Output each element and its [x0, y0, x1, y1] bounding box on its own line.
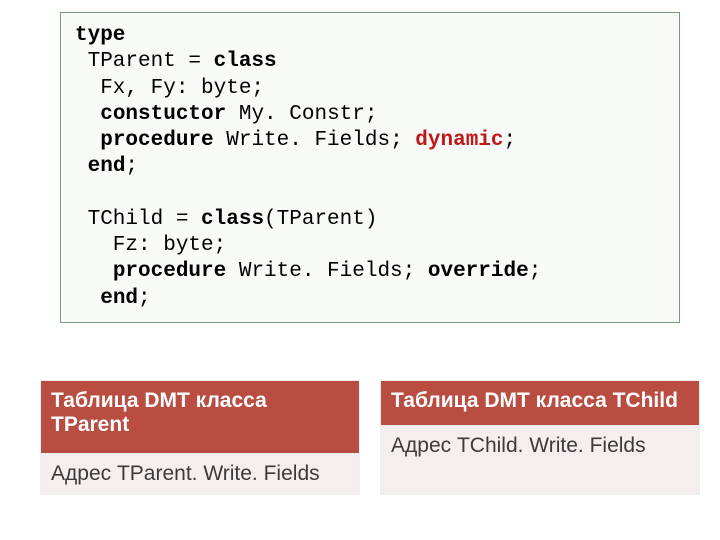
code-line-6a	[75, 155, 88, 178]
code-line-4a	[75, 103, 100, 126]
code-line-3: Fx, Fy: byte;	[75, 77, 264, 100]
kw-class2: class	[201, 208, 264, 231]
kw-type: type	[75, 24, 125, 47]
kw-constructor: constuctor	[100, 103, 226, 126]
table2-row1: Адрес TChild. Write. Fields	[381, 426, 700, 495]
table1-row1: Адрес TParent. Write. Fields	[41, 454, 360, 495]
code-line-5a	[75, 129, 100, 152]
kw-dynamic: dynamic	[415, 129, 503, 152]
kw-end: end	[88, 155, 126, 178]
kw-procedure2: procedure	[113, 260, 226, 283]
code-line-10e: ;	[529, 260, 542, 283]
code-line-11c: ;	[138, 287, 151, 310]
code-line-11a	[75, 287, 100, 310]
code-line-4c: My. Constr;	[226, 103, 377, 126]
code-block: type TParent = class Fx, Fy: byte; const…	[60, 12, 680, 323]
code-line-5c: Write. Fields;	[214, 129, 416, 152]
code-line-9: Fz: byte;	[75, 234, 226, 257]
kw-class: class	[214, 50, 277, 73]
code-line-8a: TChild =	[75, 208, 201, 231]
code-line-8c: (TParent)	[264, 208, 377, 231]
table1-header: Таблица DMT класса TParent	[41, 381, 360, 454]
code-line-10a	[75, 260, 113, 283]
tables-container: Таблица DMT класса TParent Адрес TParent…	[40, 380, 700, 495]
dmt-table-child: Таблица DMT класса TChild Адрес TChild. …	[380, 380, 700, 495]
code-line-5e: ;	[504, 129, 517, 152]
kw-end2: end	[100, 287, 138, 310]
kw-procedure: procedure	[100, 129, 213, 152]
code-line-6c: ;	[125, 155, 138, 178]
dmt-table-parent: Таблица DMT класса TParent Адрес TParent…	[40, 380, 360, 495]
code-line-2a: TParent =	[75, 50, 214, 73]
table2-header: Таблица DMT класса TChild	[381, 381, 700, 426]
kw-override: override	[428, 260, 529, 283]
code-line-10c: Write. Fields;	[226, 260, 428, 283]
